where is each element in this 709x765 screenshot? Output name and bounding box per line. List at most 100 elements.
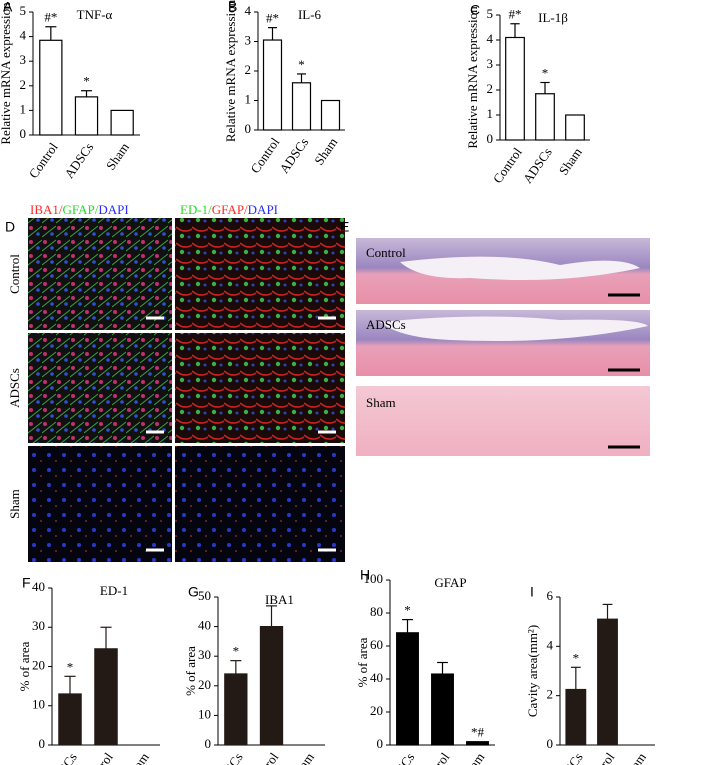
significance-mark: * [233,644,240,659]
header-part: DAPI [98,202,128,217]
micrograph [28,446,172,562]
y-tick-label: 50 [198,588,211,603]
y-tick-label: 100 [364,571,384,586]
error-bar [570,666,581,690]
bar [320,99,341,131]
y-tick-label: 2 [547,687,554,702]
y-tick-label: 20 [370,703,383,718]
panel-label: I [530,584,534,600]
row-label: Sham [366,395,396,410]
error-bar [80,90,93,97]
error-bar [268,27,277,41]
histology [356,386,650,456]
bar [565,688,587,746]
x-tick-label: Control [490,145,525,186]
row-label: Control [7,254,22,294]
bar [431,673,454,746]
x-tick-label: ADSCs [551,750,586,765]
significance-mark: * [67,659,74,674]
x-tick-label: ADSCs [382,750,417,765]
y-tick-label: 40 [370,670,383,685]
error-bar [230,660,242,674]
y-tick-label: 0 [20,126,27,141]
x-tick-label: Control [582,750,617,765]
x-tick-label: Control [247,135,282,176]
y-tick-label: 3 [20,52,27,67]
significance-mark: * [573,650,580,665]
x-tick-label: Sham [311,135,340,168]
column-header: IBA1/GFAP/DAPI [30,202,129,217]
x-tick-label: Sham [123,750,152,765]
panel-label: A [3,0,13,15]
error-bar [540,81,550,94]
chart-title: IBA1 [265,592,294,607]
x-tick-label: Sham [103,140,132,173]
row-label: ADSCs [7,368,22,408]
bar [535,93,555,141]
y-tick-label: 4 [547,637,554,652]
micrograph [175,333,345,443]
x-tick-label: Sham [620,750,649,765]
micrograph [28,218,172,330]
bar [74,96,99,136]
error-bar [265,605,278,627]
y-tick-label: 60 [370,637,383,652]
x-tick-label: ADSCs [520,145,555,186]
micrograph [28,333,172,443]
row-label: Sham [7,489,22,519]
panel-label: B [228,0,237,15]
cavity [400,256,640,281]
micrograph [175,218,345,330]
scale-bars [146,316,336,552]
significance-mark: #* [509,7,522,22]
significance-mark: * [542,65,549,80]
panel-label: E [340,219,349,235]
y-tick-label: 10 [198,706,211,721]
chart-title: ED-1 [100,583,128,598]
bar [262,39,283,131]
error-bar [402,618,413,633]
y-tick-label: 5 [487,6,494,21]
bar [39,39,63,136]
bar [565,114,585,141]
error-bar [45,26,57,41]
chart: C IL-1β Relative mRNA expression 0 1 2 3 4 5 #* Co… [465,2,590,186]
y-tick-label: 40 [32,579,45,594]
y-tick-label: 6 [547,588,554,603]
chart-title: IL-6 [298,7,322,22]
y-tick-label: 4 [20,28,27,43]
x-tick-label: Control [417,750,452,765]
y-tick-label: 0 [205,736,212,751]
y-tick-label: 1 [20,101,27,116]
bar [505,36,525,141]
y-axis-label: % of area [17,641,32,691]
x-tick-label: Sham [288,750,317,765]
chart: A TNF-α Relative mRNA expression 0 1 2 3 4 5 #* Co… [0,0,140,181]
chart: H GFAP % of area 0 20 40 60 80 100 * ADSCsControl *… [355,567,495,765]
y-tick-label: 20 [32,657,45,672]
y-tick-label: 2 [487,81,494,96]
y-axis-label: Cavity area(mm²) [525,625,540,717]
y-tick-label: 0 [245,121,252,136]
row-label: ADSCs [366,317,406,332]
row-label: Control [366,245,406,260]
y-tick-label: 0 [377,736,384,751]
significance-mark: #* [44,10,57,25]
x-tick-label: ADSCs [276,135,311,176]
header-part: DAPI [248,202,278,217]
bar [597,618,618,746]
chart-title: IL-1β [538,10,568,25]
chart-title: TNF-α [77,7,113,22]
panel-label: F [22,575,31,591]
x-tick-label: Control [246,750,281,765]
y-tick-label: 5 [20,3,27,18]
y-tick-label: 0 [39,736,46,751]
error-bar [100,626,112,649]
y-tick-label: 0 [487,131,494,146]
y-tick-label: 3 [487,56,494,71]
y-tick-label: 2 [245,62,252,77]
y-axis-label: Relative mRNA expression [465,6,480,149]
header-part: IBA1/ [30,202,63,217]
error-bar [602,603,613,620]
y-tick-label: 2 [20,77,27,92]
